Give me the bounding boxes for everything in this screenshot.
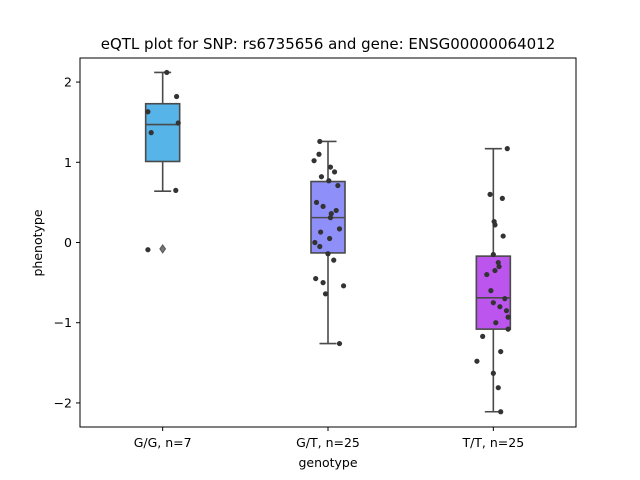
data-point bbox=[313, 275, 319, 282]
data-point bbox=[498, 409, 504, 415]
data-point bbox=[316, 151, 322, 157]
y-tick-label: −1 bbox=[54, 315, 72, 330]
data-point bbox=[331, 257, 337, 263]
data-point bbox=[313, 199, 320, 205]
data-point bbox=[474, 358, 480, 364]
y-tick-label: 0 bbox=[64, 235, 72, 250]
data-point bbox=[327, 235, 333, 242]
data-point bbox=[317, 243, 323, 250]
data-point bbox=[490, 370, 496, 376]
x-tick-label: G/T, n=25 bbox=[296, 435, 360, 450]
box-group bbox=[474, 146, 512, 415]
data-point bbox=[499, 195, 505, 201]
data-point bbox=[328, 211, 334, 217]
data-point bbox=[317, 138, 323, 145]
data-point bbox=[327, 215, 334, 221]
data-point bbox=[322, 291, 329, 297]
data-point bbox=[505, 326, 511, 332]
data-point bbox=[505, 314, 511, 320]
data-point bbox=[164, 69, 170, 76]
data-point bbox=[173, 187, 179, 193]
data-point bbox=[496, 263, 502, 270]
data-point bbox=[495, 259, 501, 266]
data-point bbox=[340, 283, 347, 289]
data-point bbox=[145, 247, 151, 253]
data-point bbox=[502, 296, 508, 302]
data-point bbox=[503, 308, 510, 314]
data-point bbox=[488, 288, 494, 294]
data-point bbox=[320, 280, 326, 286]
box bbox=[475, 255, 512, 330]
data-point bbox=[492, 267, 498, 274]
data-point bbox=[497, 304, 503, 310]
data-point bbox=[318, 229, 324, 235]
outlier-marker bbox=[159, 244, 167, 254]
box-group bbox=[310, 138, 347, 347]
data-point bbox=[148, 130, 154, 136]
data-point bbox=[493, 320, 499, 326]
data-point bbox=[333, 207, 339, 214]
data-point bbox=[484, 271, 490, 278]
data-point bbox=[320, 203, 326, 210]
x-axis-label: genotype bbox=[298, 455, 357, 470]
y-tick-label: −2 bbox=[54, 395, 72, 410]
data-point bbox=[480, 333, 486, 339]
chart-title: eQTL plot for SNP: rs6735656 and gene: E… bbox=[101, 35, 556, 53]
data-point bbox=[498, 348, 504, 355]
data-point bbox=[174, 93, 180, 100]
data-point bbox=[311, 158, 317, 164]
box-group bbox=[144, 69, 181, 254]
x-tick-label: T/T, n=25 bbox=[461, 435, 524, 450]
data-point bbox=[312, 239, 318, 246]
plot-area bbox=[144, 69, 512, 415]
data-point bbox=[318, 174, 325, 180]
data-point bbox=[175, 120, 181, 126]
data-point bbox=[487, 191, 493, 197]
data-point bbox=[145, 109, 151, 115]
y-axis-label: phenotype bbox=[30, 209, 45, 276]
x-tick-label: G/G, n=7 bbox=[134, 435, 192, 450]
data-point bbox=[336, 226, 343, 232]
x-axis: G/G, n=7 G/T, n=25 T/T, n=25 bbox=[134, 427, 524, 450]
data-point bbox=[490, 300, 496, 306]
data-point bbox=[335, 182, 341, 189]
data-point bbox=[495, 385, 501, 391]
data-point bbox=[490, 251, 496, 258]
data-point bbox=[325, 251, 331, 257]
data-point bbox=[336, 340, 343, 347]
y-tick-label: 1 bbox=[64, 155, 72, 170]
y-tick-label: 2 bbox=[64, 75, 72, 90]
y-axis: −2 −1 0 1 2 bbox=[54, 75, 80, 410]
data-point bbox=[492, 222, 498, 228]
data-point bbox=[326, 178, 332, 184]
data-point bbox=[327, 164, 334, 170]
data-point bbox=[504, 146, 510, 152]
data-point bbox=[331, 169, 338, 175]
data-point bbox=[500, 233, 506, 239]
